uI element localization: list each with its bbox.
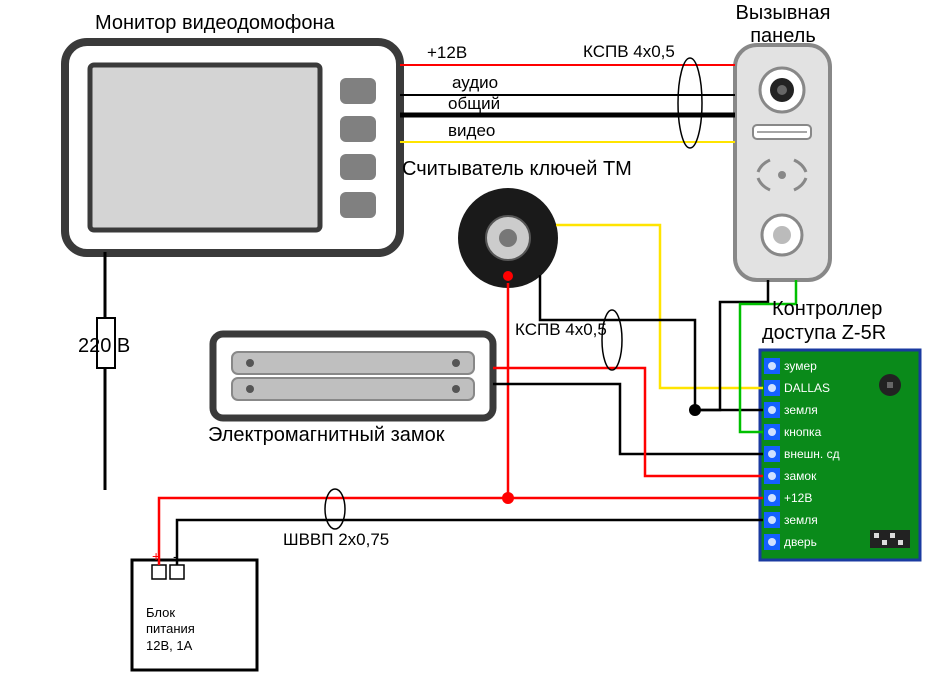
dipswitch-icon [870, 530, 910, 548]
wire-reader-black [540, 275, 763, 410]
wire-panel-black [695, 280, 768, 410]
maglock-label: Электромагнитный замок [208, 424, 445, 447]
ctrl-pin-3: кнопка [784, 425, 821, 439]
controller-label-2: доступа Z-5R [762, 322, 886, 345]
common-label: общий [448, 94, 500, 114]
wire-lock-black [493, 384, 763, 454]
monitor-label: Монитор видеодомофона [95, 12, 335, 35]
psu-plus: + [152, 548, 160, 564]
monitor-button [340, 192, 376, 218]
psu-l1: Блок [146, 605, 195, 621]
cable-bundle-icon [678, 58, 702, 148]
maglock-device [213, 334, 493, 418]
call-panel-label: Вызывная панель [733, 2, 833, 48]
wire-reader-yellow [556, 225, 763, 388]
cable-top-label: КСПВ 4х0,5 [583, 42, 675, 62]
tm-reader-device [458, 188, 558, 288]
wire-psu-black [177, 520, 763, 565]
monitor-device [65, 42, 400, 253]
controller-pins [764, 358, 780, 550]
reader-label: Считыватель ключей ТМ [402, 158, 632, 181]
ctrl-pin-6: +12В [784, 491, 812, 505]
monitor-button [340, 154, 376, 180]
monitor-screen [90, 65, 320, 230]
video-label: видео [448, 121, 495, 141]
ctrl-pin-0: зумер [784, 359, 817, 373]
monitor-button [340, 78, 376, 104]
ctrl-pin-8: дверь [784, 535, 817, 549]
cable-bot-label: ШВВП 2х0,75 [283, 530, 389, 550]
ctrl-pin-2: земля [784, 403, 818, 417]
controller-label-1: Контроллер [772, 298, 882, 321]
audio-label: аудио [452, 73, 498, 93]
reader-led-icon [503, 271, 513, 281]
cable-bundle-icon [325, 489, 345, 529]
monitor-button [340, 116, 376, 142]
plus12-label: +12В [427, 43, 467, 63]
ctrl-pin-7: земля [784, 513, 818, 527]
ctrl-pin-5: замок [784, 469, 816, 483]
psu-l3: 12В, 1А [146, 638, 195, 654]
ctrl-pin-1: DALLAS [784, 381, 830, 395]
psu-l2: питания [146, 621, 195, 637]
call-panel-device [735, 45, 830, 280]
v220-label: 220 В [78, 335, 130, 358]
ctrl-pin-4: внешн. сд [784, 447, 840, 461]
cable-mid-label: КСПВ 4х0,5 [515, 320, 607, 340]
psu-minus: - [173, 548, 178, 564]
